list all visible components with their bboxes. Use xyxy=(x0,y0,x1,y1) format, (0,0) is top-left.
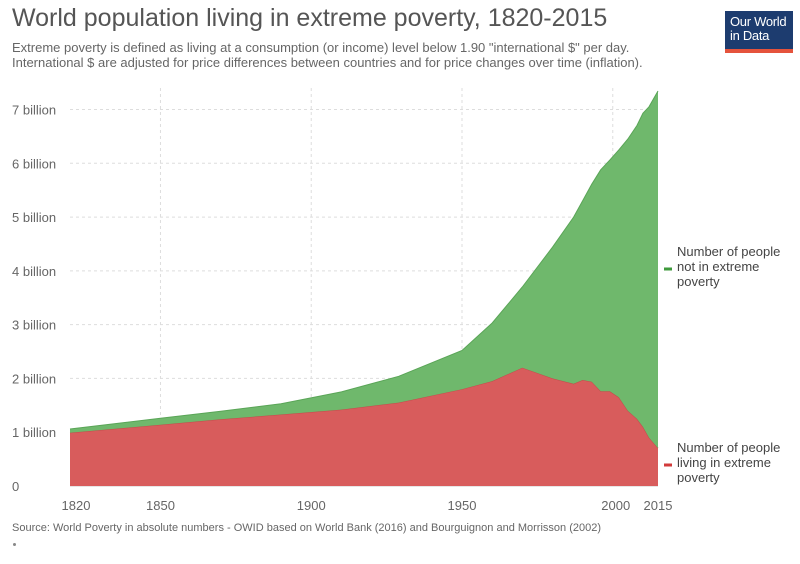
y-tick-label: 5 billion xyxy=(12,210,56,225)
y-tick-label: 4 billion xyxy=(12,264,56,279)
x-axis-ticks: 1820 1850 1900 1950 2000 2015 xyxy=(62,498,673,513)
legend-label[interactable]: Number of people xyxy=(677,440,780,455)
legend-label[interactable]: not in extreme xyxy=(677,259,759,274)
y-axis-ticks: 0 1 billion 2 billion 3 billion 4 billion 5 b… xyxy=(12,103,56,494)
our-world-in-data-logo[interactable]: Our World in Data xyxy=(725,11,793,53)
x-tick-label: 1900 xyxy=(297,498,326,513)
x-tick-label: 2015 xyxy=(644,498,673,513)
area-series-not-in-poverty[interactable] xyxy=(70,91,658,449)
area-series xyxy=(69,90,659,486)
x-tick-label: 1850 xyxy=(146,498,175,513)
legend-label[interactable]: living in extreme xyxy=(677,455,771,470)
area-series-in-poverty[interactable] xyxy=(70,367,658,486)
x-tick-label: 2000 xyxy=(601,498,630,513)
logo-line-2: in Data xyxy=(730,28,770,43)
chart-subtitle: Extreme poverty is defined as living at … xyxy=(12,40,643,70)
footer-bullet xyxy=(13,543,16,546)
y-tick-label: 1 billion xyxy=(12,425,56,440)
y-tick-label: 3 billion xyxy=(12,318,56,333)
y-tick-label: 0 xyxy=(12,479,19,494)
legend-label[interactable]: poverty xyxy=(677,274,720,289)
y-tick-label: 6 billion xyxy=(12,156,56,171)
subtitle-line-1: Extreme poverty is defined as living at … xyxy=(12,40,630,55)
legend-label[interactable]: Number of people xyxy=(677,244,780,259)
y-tick-label: 7 billion xyxy=(12,103,56,118)
source-note: Source: World Poverty in absolute number… xyxy=(12,522,602,534)
logo-line-1: Our World xyxy=(730,14,787,29)
area-series-edge xyxy=(69,90,659,430)
x-tick-label: 1820 xyxy=(62,498,91,513)
y-tick-label: 2 billion xyxy=(12,371,56,386)
chart-title: World population living in extreme pover… xyxy=(12,4,608,32)
subtitle-line-2: International $ are adjusted for price d… xyxy=(12,55,643,70)
x-tick-label: 1950 xyxy=(448,498,477,513)
legend-label[interactable]: poverty xyxy=(677,470,720,485)
